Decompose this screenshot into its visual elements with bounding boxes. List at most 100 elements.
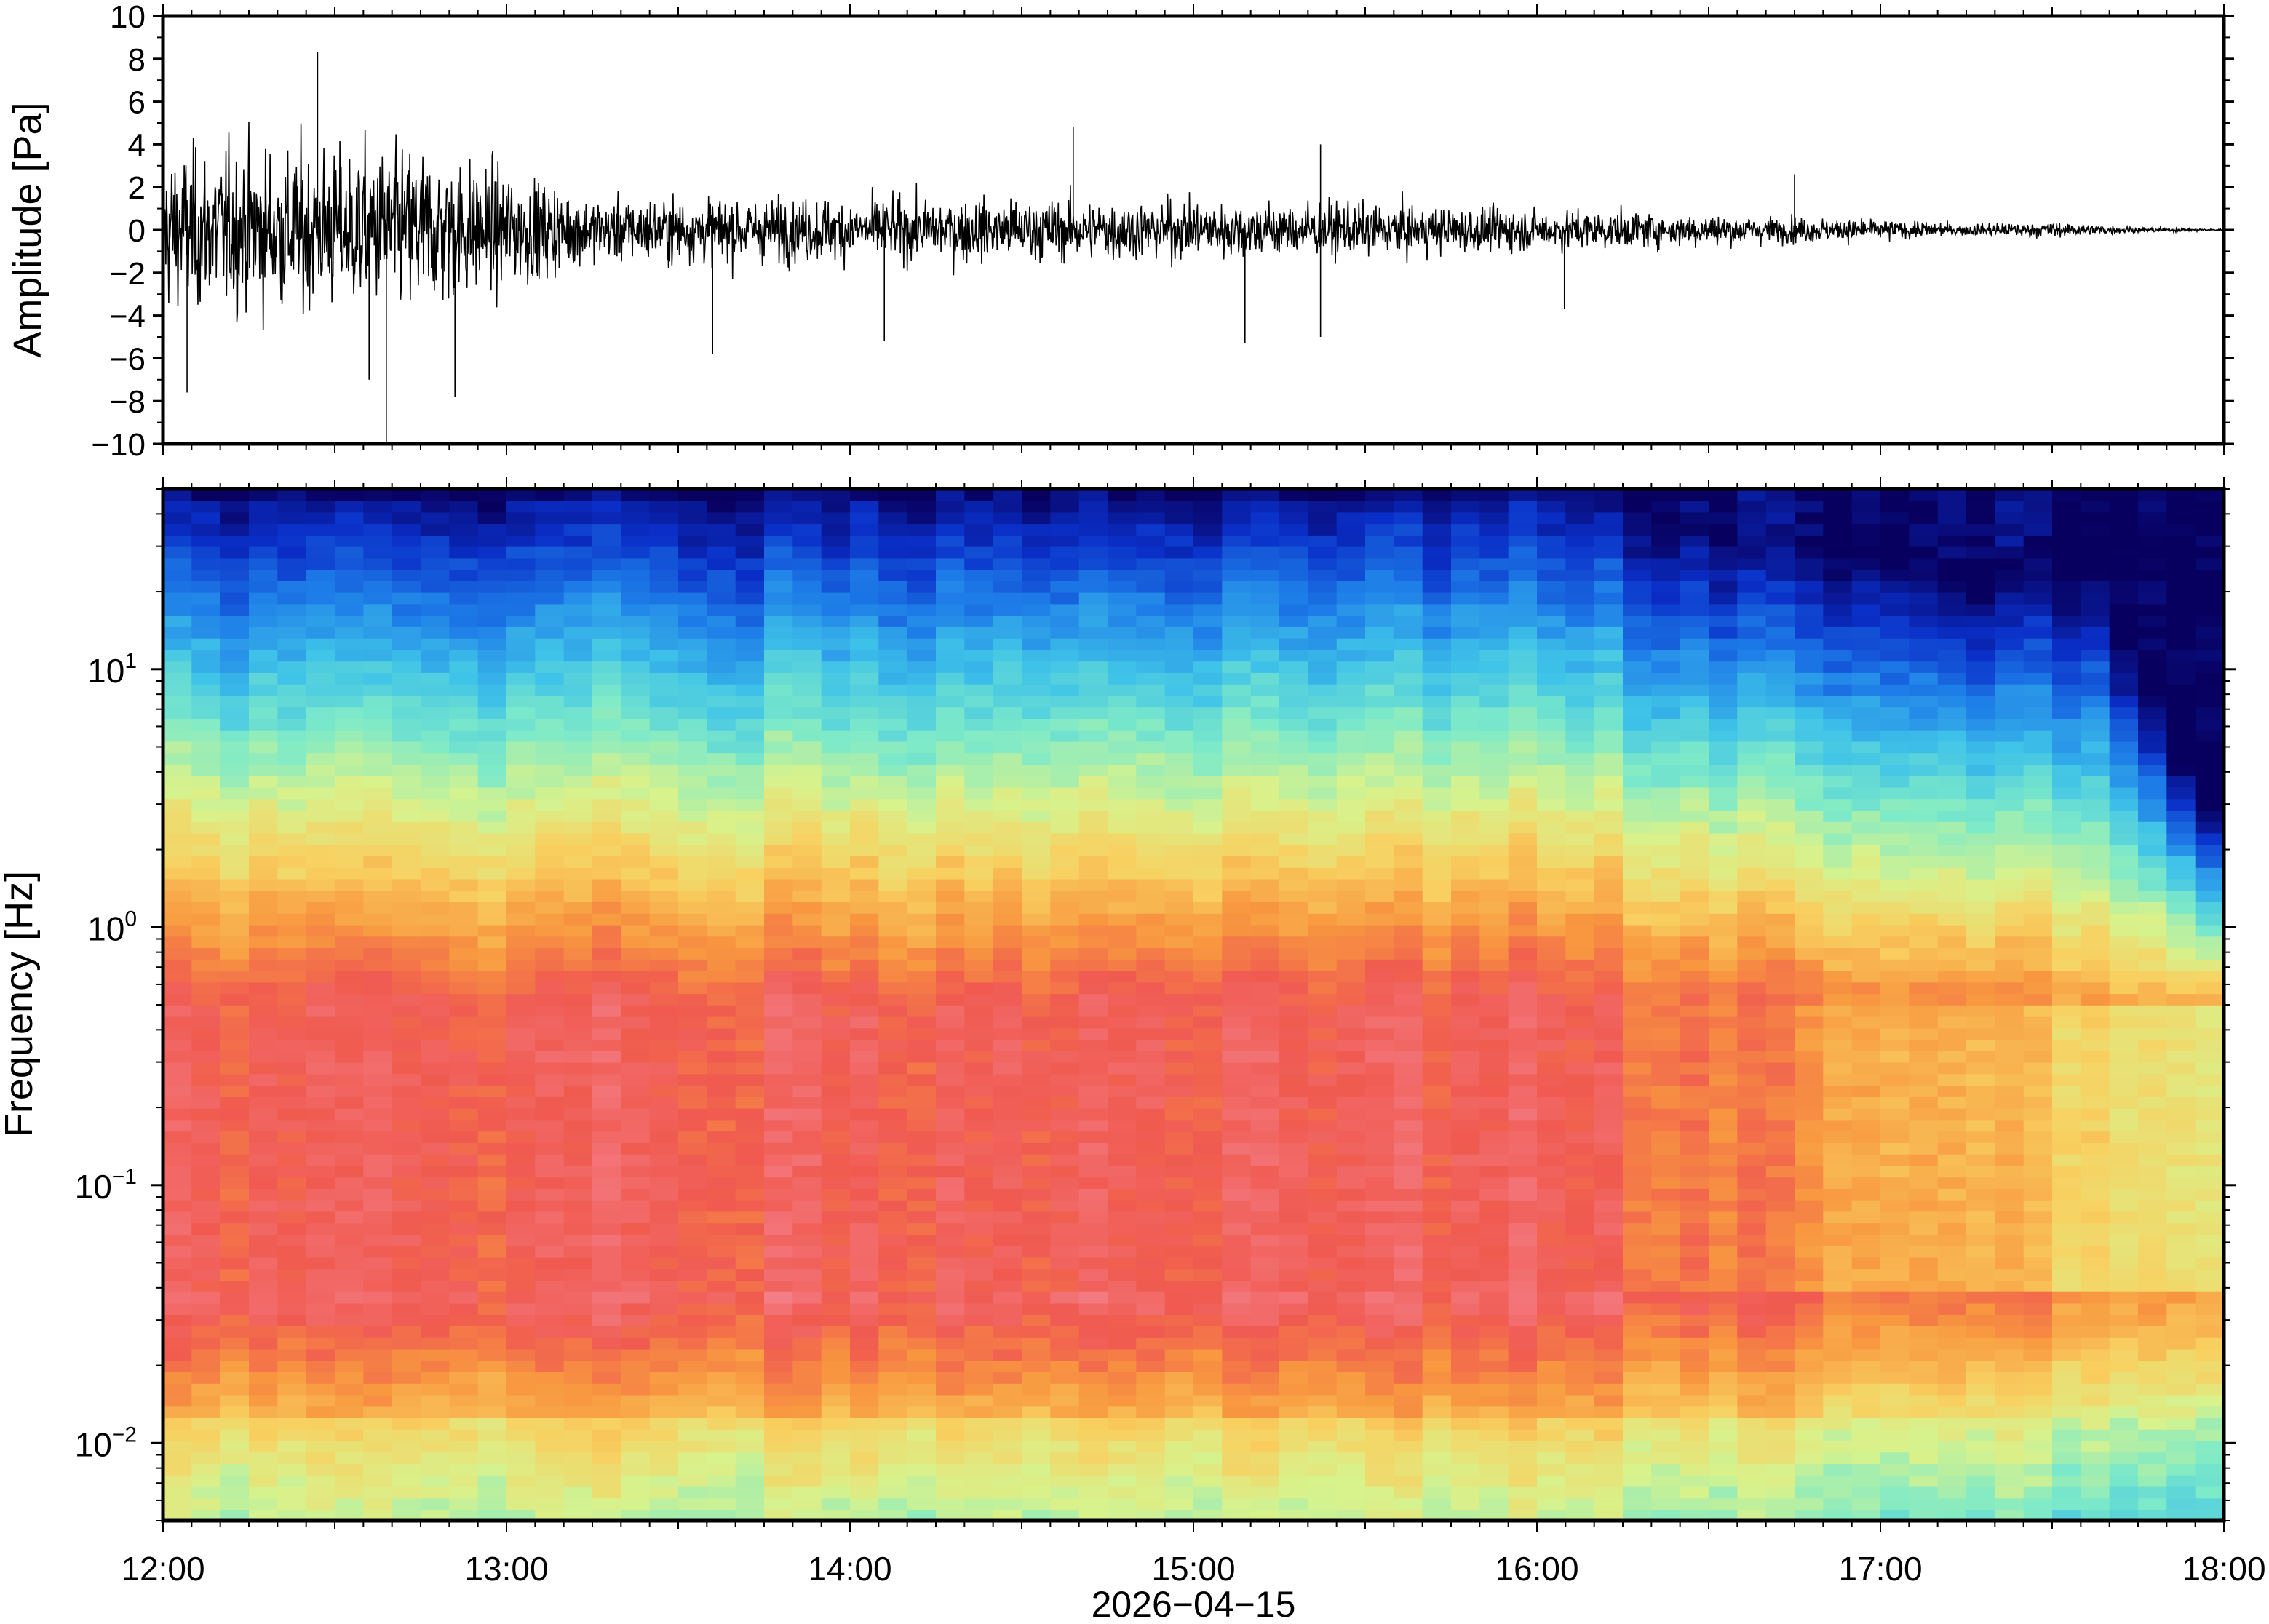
spectrogram-cell [477,936,507,949]
spectrogram-cell [506,810,536,822]
spectrogram-cell [735,1268,765,1281]
spectrogram-cell [191,1165,221,1178]
spectrogram-cell [277,936,307,949]
spectrogram-cell [535,1027,565,1040]
spectrogram-cell [1394,1016,1423,1029]
spectrogram-cell [1136,661,1166,673]
spectrogram-cell [792,1234,822,1246]
spectrogram-cell [850,1360,880,1372]
spectrogram-cell [592,867,622,880]
spectrogram-cell [707,649,736,662]
spectrogram-cell [678,1348,708,1361]
spectrogram-cell [1565,1326,1595,1338]
spectrogram-cell [191,672,221,685]
spectrogram-cell [649,1062,679,1075]
spectrogram-cell [964,1005,994,1017]
spectrogram-cell [735,810,765,822]
spectrogram-cell [220,1302,250,1315]
spectrogram-cell [1394,1314,1423,1326]
spectrogram-cell [1594,1073,1624,1086]
spectrogram-cell [363,1509,393,1521]
spectrogram-cell [1136,856,1166,868]
spectrogram-cell [649,661,679,673]
spectrogram-cell [1565,1073,1595,1086]
spectrogram-cell [1136,1302,1166,1315]
spectrogram-cell [1222,1062,1252,1075]
spectrogram-cell [907,1051,937,1063]
spectrogram-cell [249,970,279,983]
spectrogram-cell [1651,1027,1681,1040]
spectrogram-cell [563,913,593,926]
spectrogram-cell [506,1509,536,1521]
spectrogram-cell [678,1326,708,1338]
spectrogram-cell [1279,1062,1309,1075]
spectrogram-cell [535,867,565,880]
spectrogram-cell [1451,615,1481,627]
spectrogram-cell [1136,1234,1166,1246]
spectrogram-cell [1250,1394,1280,1407]
spectrogram-cell [1394,615,1423,627]
spectrogram-cell [1078,856,1108,868]
spectrogram-cell [1193,1475,1223,1487]
spectrogram-cell [1222,832,1252,845]
spectrogram-cell [1479,1096,1509,1109]
spectrogram-cell [1537,1452,1567,1465]
spectrogram-cell [335,1027,365,1040]
spectrogram-cell [1279,856,1309,868]
spectrogram-cell [1508,890,1538,902]
spectrogram-cell [1422,821,1452,834]
spectrogram-cell [1422,1314,1452,1326]
spectrogram-cell [535,1326,565,1338]
spectrogram-cell [1594,546,1624,559]
spectrogram-cell [907,706,937,719]
spectrogram-cell [163,821,193,834]
spectrogram-cell [1365,1372,1395,1384]
spectrogram-cell [1365,729,1395,742]
spectrogram-cell [249,1016,279,1029]
spectrogram-cell [1164,637,1194,650]
spectrogram-cell [1394,1291,1423,1304]
spectrogram-cell [678,1302,708,1315]
spectrogram-cell [535,798,565,811]
spectrogram-cell [735,1234,765,1246]
spectrogram-cell [1193,1486,1223,1499]
spectrogram-cell [1193,1107,1223,1121]
spectrogram-cell [678,581,708,593]
spectrogram-cell [678,661,708,673]
spectrogram-cell [764,523,794,536]
spectrogram-cell [506,581,536,593]
spectrogram-cell [850,970,880,983]
spectrogram-cell [907,810,937,822]
spectrogram-cell [220,1337,250,1350]
spectrogram-cell [1136,1073,1166,1086]
spectrogram-cell [277,535,307,547]
spectrogram-cell [1394,661,1423,673]
spectrogram-cell [392,615,421,627]
spectrogram-cell [964,1475,994,1487]
spectrogram-cell [707,615,736,627]
spectrogram-cell [1308,1475,1338,1487]
spectrogram-cell [707,695,736,708]
spectrogram-cell [1451,1062,1481,1075]
spectrogram-cell [878,500,908,513]
spectrogram-cell [163,683,193,696]
spectrogram-cell [535,1348,565,1361]
spectrogram-cell [1164,1062,1194,1075]
spectrogram-cell [535,695,565,708]
spectrogram-cell [1508,1440,1538,1453]
spectrogram-cell [707,1406,736,1418]
spectrogram-cell [1222,764,1252,776]
spectrogram-cell [163,1372,193,1384]
spectrogram-cell [1250,1382,1280,1396]
spectrogram-cell [249,683,279,696]
spectrogram-cell [792,741,822,754]
spectrogram-cell [477,1348,507,1361]
spectrogram-cell [878,626,908,639]
spectrogram-cell [1193,832,1223,845]
spectrogram-cell [964,787,994,800]
spectrogram-cell [936,1005,966,1017]
spectrogram-cell [277,661,307,673]
spectrogram-cell [1394,1463,1423,1476]
spectrogram-cell [191,798,221,811]
spectrogram-cell [821,1051,851,1063]
